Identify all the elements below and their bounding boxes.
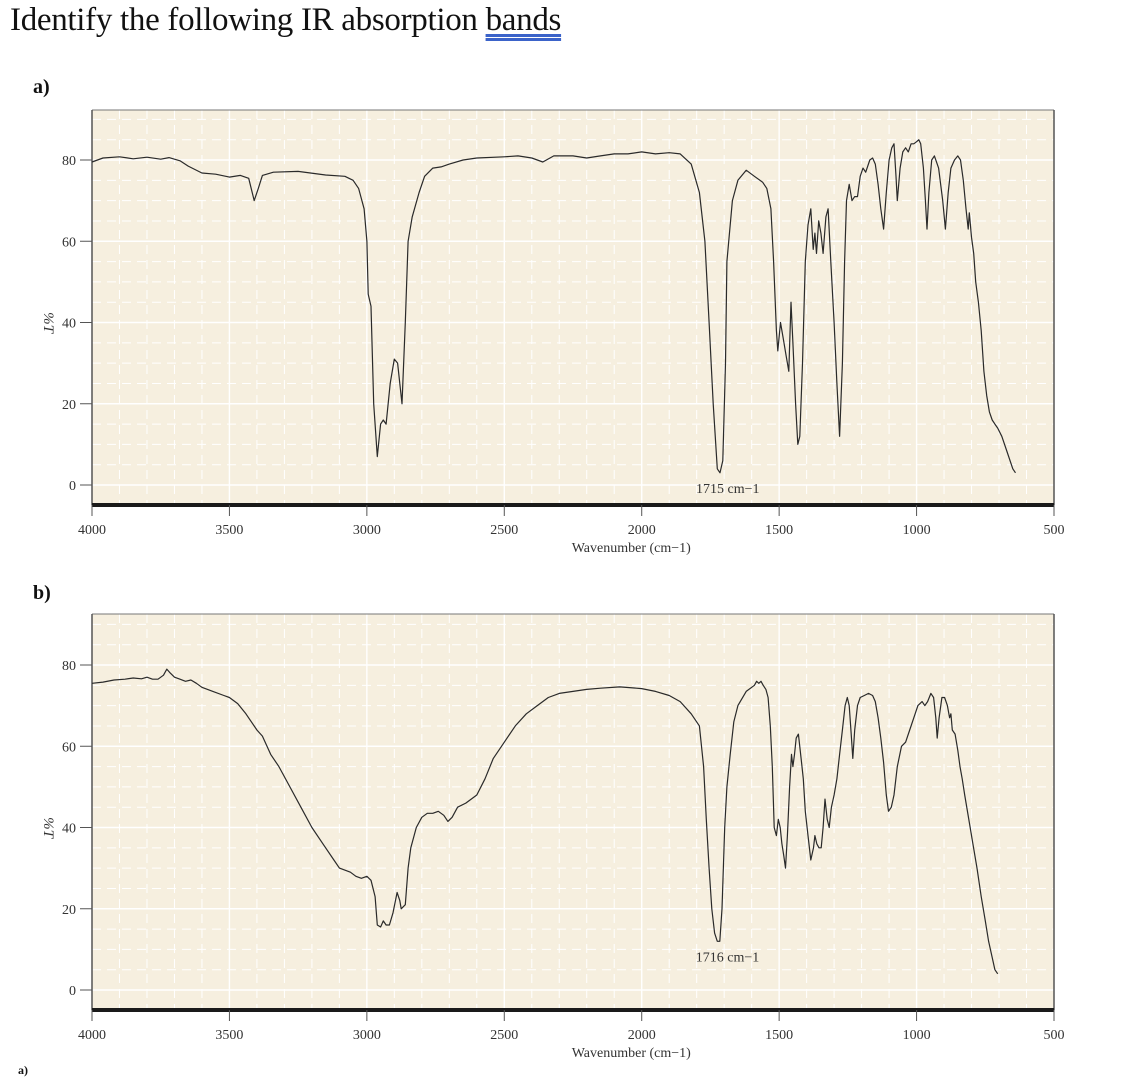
x-tick-label: 500 [1044,523,1065,538]
panel-label-a: a) [33,76,50,98]
peak-annotation: 1716 cm−1 [696,951,760,966]
ir-spectrum-a: 0 20 40 60 80 %T 4000 3500 3000 2500 2000 1500 1000 5… [0,100,1132,565]
x-tick-label: 500 [1044,1028,1065,1043]
x-tick-label: 2500 [490,1028,518,1043]
x-tick-label: 4000 [78,523,106,538]
x-tick-label: 1000 [903,523,931,538]
y-tick-label: 20 [62,903,76,918]
y-tick-label: 80 [62,659,76,674]
y-tick-label: 40 [62,317,76,332]
panel-label-b: b) [33,582,51,604]
x-tick-label: 1500 [765,523,793,538]
spectrum-trace [91,139,1016,474]
y-axis-label: %T [40,312,56,334]
x-tick-label: 3500 [215,1028,243,1043]
page-title: Identify the following IR absorption ban… [10,2,561,39]
x-tick-label: 2000 [628,1028,656,1043]
x-axis-label: Wavenumber (cm−1) [572,541,691,556]
plot-area [92,614,1054,1010]
y-tick-label: 80 [62,154,76,169]
x-tick-label: 2500 [490,523,518,538]
footer-panel-mark: a) [18,1063,28,1077]
peak-annotation: 1715 cm−1 [696,482,760,497]
ir-spectrum-b: 0 20 40 60 80 %T 4000 3500 3000 2500 2000 1500 1000 5… [0,604,1132,1070]
title-underlined-word: bands [485,2,562,38]
y-tick-label: 40 [62,822,76,837]
x-tick-label: 3000 [353,1028,381,1043]
plot-area [92,110,1054,505]
y-tick-label: 20 [62,398,76,413]
spectrum-trace [91,668,999,975]
grid [92,110,1054,506]
x-tick-label: 1000 [903,1028,931,1043]
y-tick-label: 0 [69,479,76,494]
x-tick-label: 4000 [78,1028,106,1043]
title-text: Identify the following IR absorption [10,2,486,38]
x-tick-label: 2000 [628,523,656,538]
x-tick-label: 3000 [353,523,381,538]
y-tick-label: 60 [62,235,76,250]
x-axis-label: Wavenumber (cm−1) [572,1046,691,1061]
y-tick-label: 0 [69,984,76,999]
x-tick-label: 1500 [765,1028,793,1043]
y-tick-label: 60 [62,740,76,755]
y-axis-label: %T [40,817,56,839]
x-tick-label: 3500 [215,523,243,538]
